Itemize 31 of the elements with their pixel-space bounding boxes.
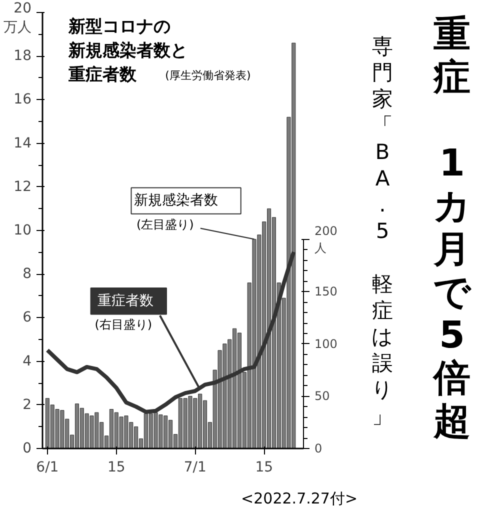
y2-tick-label: 200 人 [314,224,338,255]
text: 新規感染者数 [134,192,218,209]
y-tick-label: 10 [14,222,32,238]
annotation: (左目盛り) [136,217,194,232]
annotation: (厚生労働省発表) [165,69,251,82]
y2-tick-label: 0 [314,442,322,456]
annotation: (右目盛り) [94,318,152,332]
y2-tick-label: 50 [314,389,330,404]
y2-tick-label: 150 [314,284,338,299]
y-tick-label: 4 [22,353,32,370]
y-tick-label: 18 [14,48,32,64]
text: 専門家「BA.5 軽症は誤り」 [372,34,394,428]
y-tick-label: 2 [22,396,32,413]
y2-tick-label: 100 [314,336,338,351]
annotation: 新規感染者数と [68,40,188,61]
chart-title: 重症 1カ月で5倍超 [433,12,472,442]
x-tick-label: 15 [255,460,274,476]
y-tick-label: 12 [14,178,32,195]
annotation: 重症者数 [68,64,138,85]
y-tick-label: 8 [22,266,32,282]
y-tick-label: 16 [14,92,32,108]
x-tick-label: 15 [107,460,126,476]
y-tick-label: 20 万人 [4,0,32,36]
y-tick-label: 14 [14,135,32,152]
y-tick-label: 6 [22,310,32,326]
x-tick-label: 6/1 [36,460,59,476]
annotation: 新型コロナの [68,16,171,37]
x-tick-label: 7/1 [184,460,206,476]
y-tick-label: 0 [22,440,32,456]
text: 重症者数 [97,292,154,309]
text: <2022.7.27付> [241,490,358,508]
